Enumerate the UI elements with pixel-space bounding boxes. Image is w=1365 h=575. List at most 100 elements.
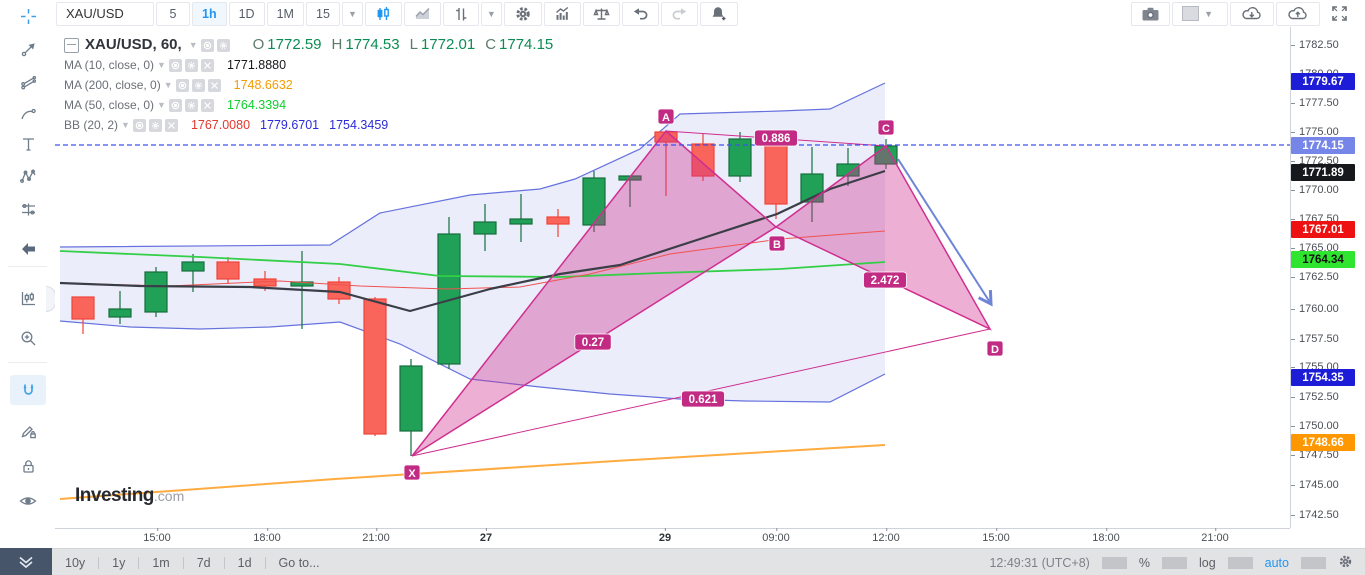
sidebar-divider bbox=[8, 362, 47, 363]
visibility-eye-icon[interactable] bbox=[168, 98, 182, 112]
range-button-7d[interactable]: 7d bbox=[196, 555, 211, 570]
price-tick: 1750.00 bbox=[1291, 419, 1339, 433]
visibility-eye-icon[interactable] bbox=[175, 78, 189, 92]
range-selector: 10y 1y 1m 7d 1d Go to... bbox=[52, 556, 333, 570]
bar-pattern-tool[interactable] bbox=[14, 284, 42, 312]
pattern-point-letter: X bbox=[408, 468, 416, 480]
collapse-panel-button[interactable] bbox=[0, 548, 52, 575]
chart-legend: XAU/USD, 60, ▼ O 1772.59 H 1774.53 L 1772.01 C… bbox=[64, 35, 553, 135]
bottom-right-group: 12:49:31 (UTC+8) % log auto bbox=[977, 554, 1365, 572]
candle-body bbox=[473, 221, 497, 235]
chart-settings-button[interactable] bbox=[503, 1, 542, 26]
divider bbox=[1101, 556, 1127, 569]
legend-collapse-icon[interactable] bbox=[64, 37, 79, 53]
indicator-settings-gear-icon[interactable] bbox=[148, 118, 162, 132]
ohlc-value: 1772.01 bbox=[420, 36, 476, 53]
ratio-badge-text: 0.886 bbox=[762, 133, 791, 145]
load-layout-button[interactable] bbox=[1230, 1, 1274, 26]
bollinger-lower-line bbox=[59, 320, 886, 403]
indicator-settings-gear-icon[interactable] bbox=[184, 98, 198, 112]
pitchfork-tool[interactable] bbox=[14, 67, 42, 95]
interval-button-1M[interactable]: 1M bbox=[266, 1, 304, 26]
time-label: 18:00 bbox=[1092, 528, 1120, 544]
area-style-button[interactable] bbox=[403, 1, 441, 26]
hide-all-button[interactable] bbox=[14, 487, 42, 515]
indicator-legend-rows: MA (10, close, 0) ▼ 1771.8880 MA (200, clos… bbox=[64, 55, 553, 135]
area-chart-icon bbox=[415, 7, 430, 19]
ohlc-label: C bbox=[485, 36, 497, 53]
indicator-row: BB (20, 2) ▼ 1767.0080 1779.6701 1754.3459 bbox=[64, 115, 553, 135]
remove-indicator-x-icon[interactable] bbox=[207, 78, 221, 92]
magnet-mode-button[interactable] bbox=[14, 376, 42, 404]
xabcd-pattern-icon bbox=[19, 169, 36, 183]
percent-scale-button[interactable]: % bbox=[1138, 555, 1150, 570]
range-button-1y[interactable]: 1y bbox=[112, 555, 126, 570]
range-button-1m[interactable]: 1m bbox=[152, 555, 170, 570]
indicator-settings-gear-icon[interactable] bbox=[184, 58, 198, 72]
undo-button[interactable] bbox=[621, 1, 659, 26]
indicator-row: MA (200, close, 0) ▼ 1748.6632 bbox=[64, 75, 553, 95]
caret-down-icon[interactable]: ▼ bbox=[121, 120, 130, 130]
price-tick: 1742.50 bbox=[1291, 508, 1339, 522]
style-menu-button[interactable]: ▼ bbox=[480, 1, 502, 26]
price-badge: 1764.34 bbox=[1291, 251, 1355, 268]
interval-menu-button[interactable]: ▼ bbox=[341, 1, 363, 26]
trend-line-tool[interactable] bbox=[14, 35, 42, 63]
remove-indicator-x-icon[interactable] bbox=[164, 118, 178, 132]
save-layout-button[interactable] bbox=[1276, 1, 1320, 26]
indicators-button[interactable] bbox=[543, 1, 581, 26]
background-style-button[interactable]: ▼ bbox=[1172, 1, 1228, 26]
ma200-line bbox=[59, 444, 886, 500]
lock-all-button[interactable] bbox=[14, 452, 42, 480]
xabcd-pattern-tool[interactable] bbox=[14, 162, 42, 190]
fullscreen-button[interactable] bbox=[1322, 2, 1358, 25]
bar-style-button[interactable] bbox=[442, 1, 479, 26]
brush-tool[interactable] bbox=[14, 100, 42, 128]
range-button-1d[interactable]: 1d bbox=[237, 555, 252, 570]
axis-settings-button[interactable] bbox=[1326, 554, 1365, 572]
visibility-eye-icon[interactable] bbox=[168, 58, 182, 72]
compare-button[interactable] bbox=[582, 1, 620, 26]
alert-button[interactable] bbox=[699, 1, 738, 26]
remove-indicator-x-icon[interactable] bbox=[200, 58, 214, 72]
price-badge: 1754.35 bbox=[1291, 369, 1355, 386]
time-axis[interactable]: 15:00 18:00 21:00 27 29 09:00 12:00 15:00 18:00 2… bbox=[55, 528, 1290, 549]
candle-body bbox=[108, 308, 132, 318]
interval-button-1D[interactable]: 1D bbox=[228, 1, 265, 26]
indicator-settings-gear-icon[interactable] bbox=[191, 78, 205, 92]
snapshot-button[interactable] bbox=[1131, 1, 1171, 26]
drawing-lock-button[interactable] bbox=[14, 417, 42, 445]
symbol-search-button[interactable]: XAU/USD bbox=[56, 1, 154, 26]
interval-button-15[interactable]: 15 bbox=[305, 1, 340, 26]
price-tick: 1747.50 bbox=[1291, 448, 1339, 462]
zoom-in-tool[interactable] bbox=[14, 324, 42, 352]
caret-down-icon[interactable]: ▼ bbox=[188, 40, 198, 50]
caret-down-icon[interactable]: ▼ bbox=[157, 60, 166, 70]
crosshair-tool[interactable] bbox=[14, 2, 42, 30]
text-tool[interactable] bbox=[14, 130, 42, 158]
hide-drawings-button[interactable] bbox=[14, 235, 42, 263]
forecast-tool[interactable] bbox=[14, 195, 42, 223]
log-scale-button[interactable]: log bbox=[1198, 555, 1216, 570]
ohlc-label: H bbox=[331, 36, 343, 53]
candle-body bbox=[546, 216, 570, 225]
gear-icon bbox=[1339, 555, 1352, 567]
divider bbox=[182, 556, 184, 569]
price-axis[interactable]: 1782.501780.001777.501775.001772.501770.… bbox=[1290, 27, 1365, 528]
interval-button-5[interactable]: 5 bbox=[156, 1, 190, 26]
range-button-10y[interactable]: 10y bbox=[65, 555, 86, 570]
range-button-Goto[interactable]: Go to... bbox=[278, 555, 320, 570]
interval-button-1h[interactable]: 1h bbox=[192, 1, 227, 26]
caret-down-icon[interactable]: ▼ bbox=[163, 80, 173, 90]
series-settings-gear-icon[interactable] bbox=[216, 38, 230, 52]
interval-group: 5 1h 1D 1M 15 bbox=[155, 1, 341, 26]
chart-canvas[interactable]: 0.27 0.621 0.886 2.472 X A B C D XAU/USD, 60, ▼ … bbox=[55, 27, 1290, 528]
visibility-eye-icon[interactable] bbox=[132, 118, 146, 132]
visibility-eye-icon[interactable] bbox=[200, 38, 214, 52]
indicator-value: 1764.3394 bbox=[226, 98, 287, 112]
remove-indicator-x-icon[interactable] bbox=[200, 98, 214, 112]
auto-scale-button[interactable]: auto bbox=[1264, 555, 1289, 570]
redo-button[interactable] bbox=[660, 1, 698, 26]
candlestick-style-button[interactable] bbox=[364, 1, 402, 26]
caret-down-icon[interactable]: ▼ bbox=[157, 100, 166, 110]
